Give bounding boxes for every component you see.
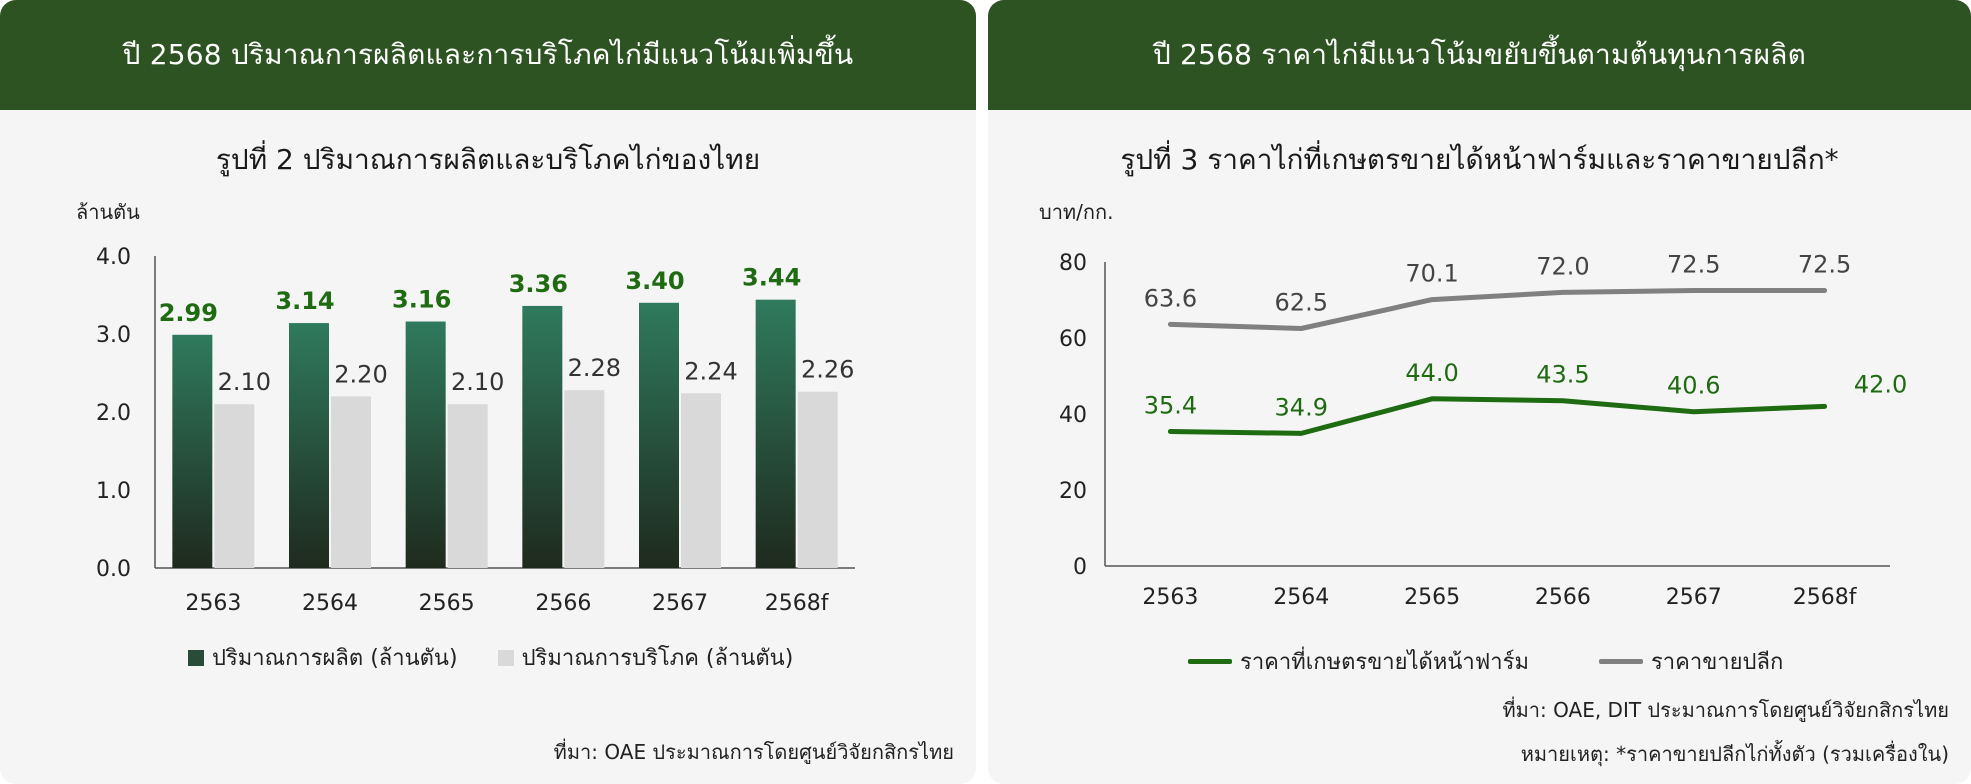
legend-label-farm-price: ราคาที่เกษตรขายได้หน้าฟาร์ม bbox=[1240, 650, 1529, 675]
line-chart-legend: ราคาที่เกษตรขายได้หน้าฟาร์ม ราคาขายปลีก bbox=[1188, 644, 1823, 679]
x-tick-label: 2567 bbox=[652, 591, 708, 616]
figure-3-title: รูปที่ 3 ราคาไก่ที่เกษตรขายได้หน้าฟาร์มแ… bbox=[1120, 143, 1839, 176]
x-tick-label: 2568f bbox=[765, 591, 830, 616]
legend-label-retail-price: ราคาขายปลีก bbox=[1650, 650, 1784, 675]
left-source-note: ที่มา: OAE ประมาณการโดยศูนย์วิจัยกสิกรไท… bbox=[553, 740, 954, 764]
x-tick-label: 2565 bbox=[419, 591, 475, 616]
data-label-retail-price: 72.5 bbox=[1667, 251, 1720, 279]
x-tick-label: 2565 bbox=[1404, 585, 1460, 610]
y-tick-label: 40 bbox=[1059, 403, 1087, 428]
right-panel-header: ปี 2568 ราคาไก่มีแนวโน้มขยับขึ้นตามต้นทุ… bbox=[988, 0, 1971, 110]
x-tick-label: 2564 bbox=[302, 591, 358, 616]
data-label-consumption: 2.26 bbox=[801, 356, 854, 384]
bar-consumption bbox=[564, 390, 605, 568]
x-tick-label: 2567 bbox=[1666, 585, 1722, 610]
data-label-farm-price: 34.9 bbox=[1275, 393, 1328, 421]
y-tick-label: 0 bbox=[1073, 555, 1087, 580]
series-line-retail-price bbox=[1167, 288, 1828, 331]
right-source-note: ที่มา: OAE, DIT ประมาณการโดยศูนย์วิจัยกส… bbox=[1502, 698, 1949, 722]
data-label-consumption: 2.24 bbox=[684, 357, 737, 385]
y-tick-label: 0.0 bbox=[96, 557, 131, 582]
legend-item-consumption: ปริมาณการบริโภค (ล้านตัน) bbox=[497, 640, 794, 675]
data-label-consumption: 2.28 bbox=[568, 354, 621, 382]
bar-production bbox=[522, 305, 563, 568]
left-panel-header: ปี 2568 ปริมาณการผลิตและการบริโภคไก่มีแน… bbox=[0, 0, 976, 110]
data-label-retail-price: 63.6 bbox=[1144, 284, 1197, 312]
y-tick-label: 1.0 bbox=[96, 479, 131, 504]
data-label-farm-price: 42.0 bbox=[1854, 370, 1907, 398]
right-footnote: หมายเหตุ: *ราคาขายปลีกไก่ทั้งตัว (รวมเคร… bbox=[1520, 742, 1949, 766]
data-label-consumption: 2.10 bbox=[451, 368, 504, 396]
data-label-retail-price: 70.1 bbox=[1405, 260, 1458, 288]
legend-item-production: ปริมาณการผลิต (ล้านตัน) bbox=[188, 640, 458, 675]
x-tick-label: 2563 bbox=[1142, 585, 1198, 610]
bar-chart-unit-label: ล้านตัน bbox=[76, 200, 140, 224]
data-label-production: 2.99 bbox=[159, 299, 218, 327]
x-tick-label: 2566 bbox=[1535, 585, 1591, 610]
data-label-farm-price: 43.5 bbox=[1536, 361, 1589, 389]
bar-production bbox=[405, 321, 446, 568]
x-tick-label: 2563 bbox=[185, 591, 241, 616]
data-label-retail-price: 62.5 bbox=[1275, 289, 1328, 317]
x-tick-label: 2564 bbox=[1273, 585, 1329, 610]
legend-swatch-consumption bbox=[497, 649, 514, 666]
legend-label-consumption: ปริมาณการบริโภค (ล้านตัน) bbox=[521, 646, 794, 671]
legend-item-retail-price: ราคาขายปลีก bbox=[1598, 644, 1784, 679]
data-label-farm-price: 40.6 bbox=[1667, 372, 1720, 400]
legend-swatch-retail-price bbox=[1598, 659, 1643, 664]
data-label-production: 3.14 bbox=[275, 287, 334, 315]
data-label-production: 3.40 bbox=[625, 267, 684, 295]
data-label-retail-price: 72.0 bbox=[1536, 252, 1589, 280]
y-tick-label: 60 bbox=[1059, 327, 1087, 352]
bar-consumption bbox=[797, 391, 838, 568]
bar-chart: 0.0 1.0 2.0 3.0 4.0 2563 2.99 2.10 2564 3.14 2.20 2… bbox=[96, 245, 855, 616]
series-line-farm-price bbox=[1167, 396, 1828, 436]
left-panel: ปี 2568 ปริมาณการผลิตและการบริโภคไก่มีแน… bbox=[0, 0, 976, 784]
data-label-production: 3.16 bbox=[392, 286, 451, 314]
y-tick-label: 4.0 bbox=[96, 245, 131, 270]
data-label-consumption: 2.10 bbox=[218, 368, 271, 396]
x-tick-label: 2568f bbox=[1793, 585, 1858, 610]
bar-consumption bbox=[681, 393, 721, 568]
bar-consumption bbox=[331, 396, 371, 568]
legend-swatch-farm-price bbox=[1188, 659, 1232, 664]
figure-2-title: รูปที่ 2 ปริมาณการผลิตและบริโภคไก่ของไทย bbox=[215, 143, 761, 176]
data-label-farm-price: 35.4 bbox=[1144, 391, 1197, 419]
line-chart: 0 20 40 60 80 2563 2564 2565 2566 2567 2568f 35.4 34… bbox=[1059, 251, 1907, 611]
bar-production bbox=[639, 302, 679, 568]
data-label-farm-price: 44.0 bbox=[1405, 359, 1458, 387]
y-tick-label: 3.0 bbox=[96, 323, 131, 348]
line-chart-unit-label: บาท/กก. bbox=[1039, 200, 1114, 224]
bar-consumption bbox=[447, 404, 488, 568]
y-tick-label: 80 bbox=[1059, 251, 1087, 276]
y-tick-label: 20 bbox=[1059, 479, 1087, 504]
bar-production bbox=[755, 299, 796, 568]
data-label-production: 3.44 bbox=[742, 264, 801, 292]
data-label-consumption: 2.20 bbox=[334, 360, 387, 388]
legend-swatch-production bbox=[188, 649, 204, 666]
legend-item-farm-price: ราคาที่เกษตรขายได้หน้าฟาร์ม bbox=[1188, 644, 1529, 679]
data-label-production: 3.36 bbox=[509, 270, 568, 298]
bar-production bbox=[172, 334, 213, 568]
bar-chart-legend: ปริมาณการผลิต (ล้านตัน) ปริมาณการบริโภค … bbox=[188, 640, 833, 675]
bar-consumption bbox=[214, 404, 255, 568]
legend-label-production: ปริมาณการผลิต (ล้านตัน) bbox=[212, 646, 458, 671]
right-panel: ปี 2568 ราคาไก่มีแนวโน้มขยับขึ้นตามต้นทุ… bbox=[988, 0, 1971, 784]
bar-production bbox=[289, 323, 329, 568]
y-tick-label: 2.0 bbox=[96, 401, 131, 426]
data-label-retail-price: 72.5 bbox=[1798, 251, 1851, 279]
x-tick-label: 2566 bbox=[535, 591, 591, 616]
